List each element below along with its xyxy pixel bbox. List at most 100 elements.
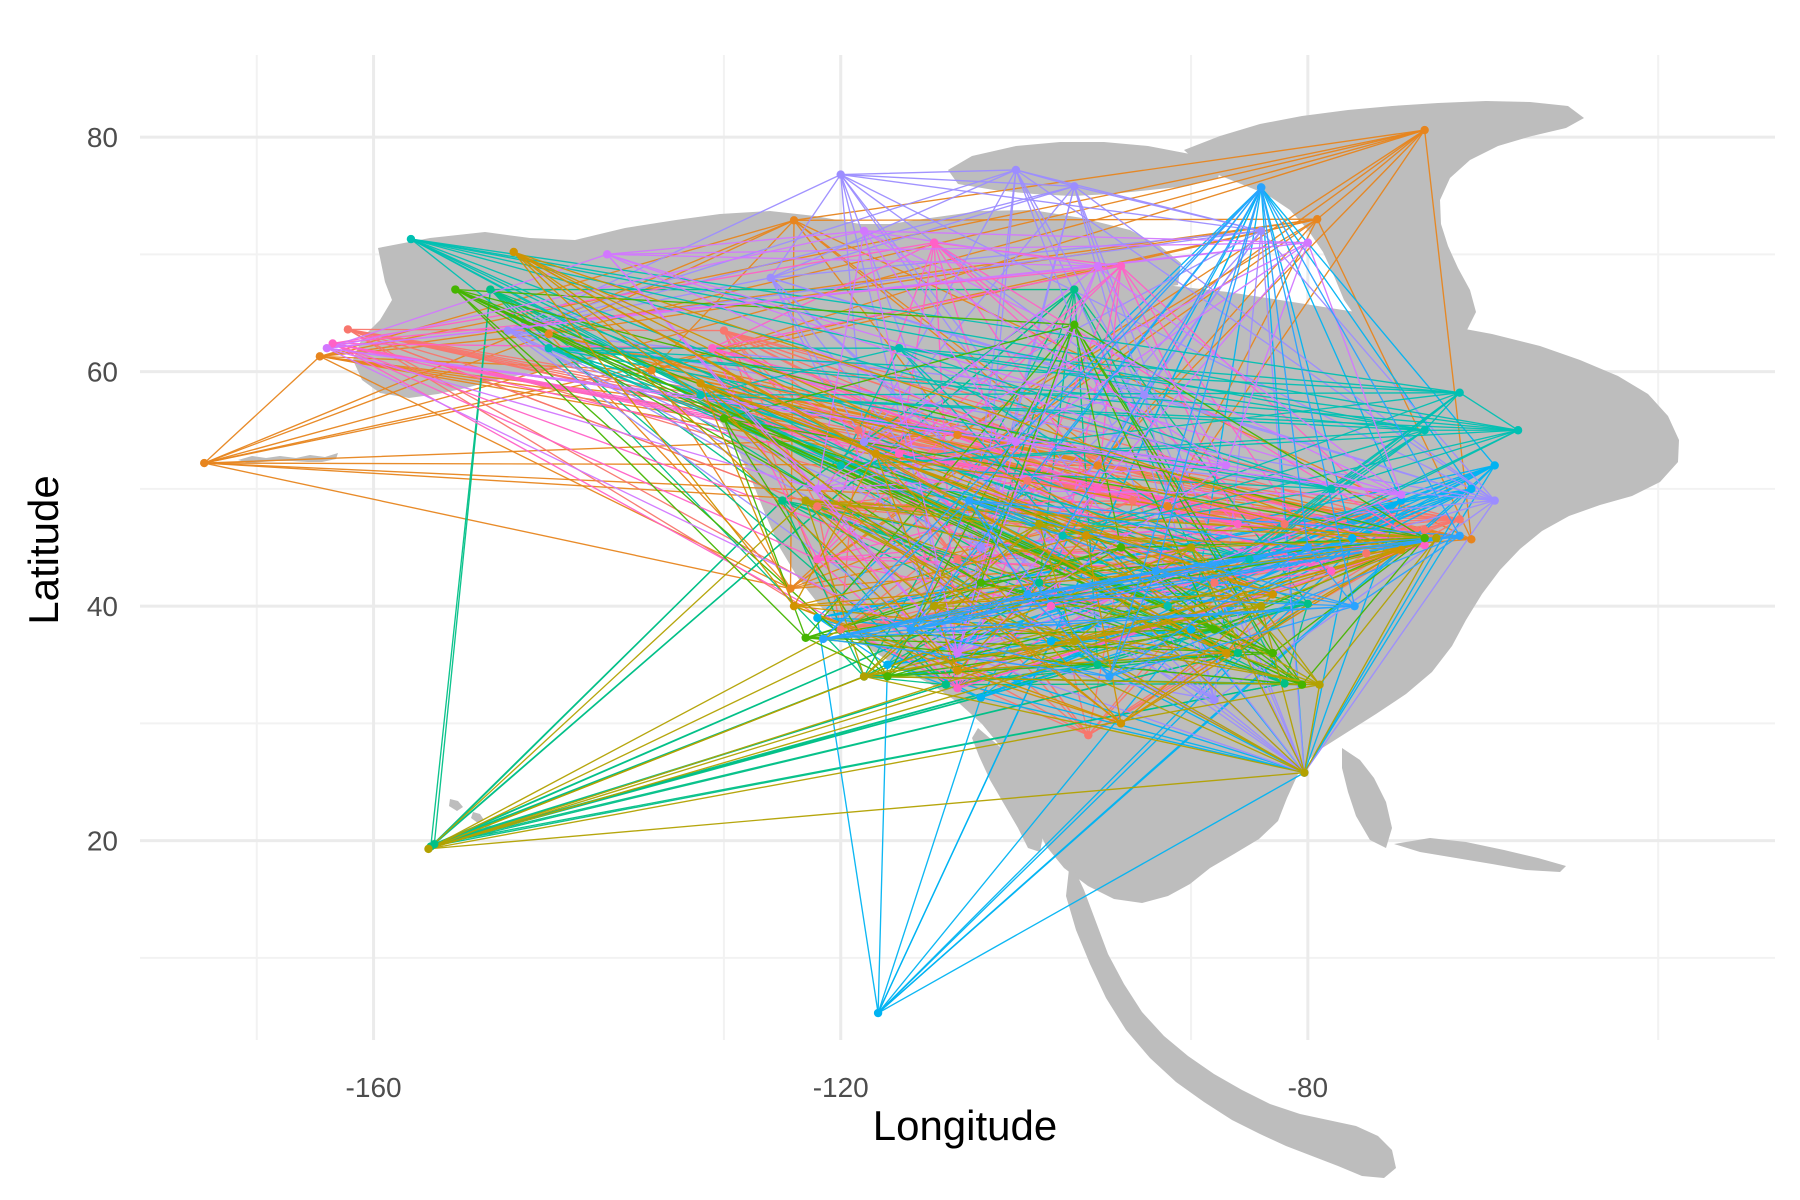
route-line <box>816 544 1426 560</box>
route-line <box>793 605 1122 725</box>
route-line <box>1120 593 1274 725</box>
route-line <box>1073 324 1426 539</box>
route-point <box>1023 590 1032 599</box>
route-line <box>606 253 1402 496</box>
route-line <box>1423 129 1473 540</box>
route-line <box>968 499 1110 678</box>
x-tick-label-0: -160 <box>346 1072 402 1103</box>
route-point <box>859 226 869 236</box>
route-line <box>1155 546 1309 572</box>
route-line <box>1120 652 1227 725</box>
route-line <box>1303 537 1353 774</box>
route-line <box>427 640 1075 850</box>
route-point <box>602 250 612 259</box>
route-line <box>1015 441 1402 496</box>
route-point <box>953 430 962 440</box>
route-line <box>898 347 1332 490</box>
route-line <box>769 277 865 443</box>
route-point <box>1490 496 1499 505</box>
route-point <box>1467 535 1476 544</box>
route-line <box>513 251 702 385</box>
ticks-layer: -160 -120 -80 20 40 60 80 <box>87 122 1328 1103</box>
route-line <box>548 347 1332 490</box>
route-line <box>793 129 1426 222</box>
route-line <box>1459 392 1519 431</box>
route-line <box>1260 605 1321 686</box>
route-point <box>406 234 416 244</box>
route-line <box>1108 570 1157 678</box>
route-point <box>1116 719 1126 728</box>
route-point <box>1420 540 1429 550</box>
route-point <box>696 379 705 388</box>
route-line <box>980 169 1017 549</box>
route-point <box>836 625 845 634</box>
route-point <box>1420 525 1429 535</box>
route-line <box>816 558 959 689</box>
route-line <box>410 238 550 349</box>
route-point <box>1210 625 1219 634</box>
route-point <box>1046 601 1056 611</box>
route-line <box>840 464 1251 560</box>
route-point <box>1313 214 1322 224</box>
route-point <box>1268 648 1278 658</box>
route-point <box>1303 599 1313 608</box>
route-line <box>433 288 1075 845</box>
route-line <box>968 186 1262 502</box>
route-line <box>816 230 865 490</box>
route-line <box>956 593 1274 672</box>
route-line <box>822 638 1110 678</box>
route-line <box>898 347 1519 431</box>
route-line <box>1303 488 1473 774</box>
route-line <box>980 696 1306 774</box>
route-line <box>877 640 1052 1014</box>
route-line <box>454 288 982 584</box>
route-line <box>1303 464 1496 774</box>
route-line <box>427 523 1040 850</box>
route-line <box>1213 499 1496 701</box>
route-point <box>647 366 656 375</box>
route-line <box>1225 593 1274 654</box>
route-line <box>1050 640 1306 774</box>
route-line <box>910 593 1029 631</box>
route-line <box>793 549 1402 607</box>
route-point <box>1140 390 1149 400</box>
route-line <box>1038 523 1321 686</box>
route-point <box>1163 601 1172 611</box>
route-line <box>203 462 792 590</box>
route-line <box>1085 535 1274 596</box>
route-point <box>953 648 962 658</box>
route-point <box>1105 672 1114 681</box>
route-line <box>1061 429 1426 537</box>
route-line <box>816 617 879 1014</box>
route-point <box>1116 261 1126 271</box>
route-point <box>1280 679 1289 688</box>
route-point <box>1070 182 1079 191</box>
x-tick-label-1: -120 <box>813 1072 869 1103</box>
route-point <box>1256 183 1266 192</box>
route-point <box>1070 285 1079 294</box>
route-point <box>1327 566 1336 576</box>
route-line <box>1330 429 1519 490</box>
route-line <box>877 628 1192 1014</box>
route-line <box>793 605 1227 654</box>
route-line <box>1318 537 1437 686</box>
route-line <box>548 347 842 467</box>
route-line <box>875 453 1087 537</box>
route-point <box>894 449 904 458</box>
route-line <box>980 394 1146 549</box>
route-point <box>813 613 822 623</box>
route-line <box>816 265 1099 490</box>
route-line <box>898 347 1461 394</box>
route-line <box>410 238 1426 431</box>
route-point <box>486 285 495 294</box>
route-line <box>816 241 935 560</box>
route-line <box>1260 186 1309 549</box>
route-line <box>1038 523 1437 539</box>
route-point <box>953 684 962 693</box>
route-line <box>956 241 1309 654</box>
y-tick-label-1: 40 <box>87 591 118 622</box>
route-line <box>319 355 792 590</box>
route-line <box>840 173 1075 188</box>
route-line <box>863 605 1262 678</box>
route-line <box>1108 186 1262 678</box>
